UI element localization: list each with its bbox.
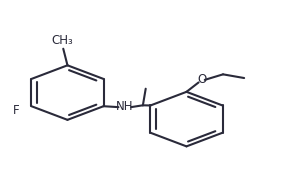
Text: F: F (13, 104, 19, 117)
Text: CH₃: CH₃ (51, 34, 73, 47)
Text: NH: NH (116, 100, 133, 113)
Text: O: O (197, 73, 206, 86)
